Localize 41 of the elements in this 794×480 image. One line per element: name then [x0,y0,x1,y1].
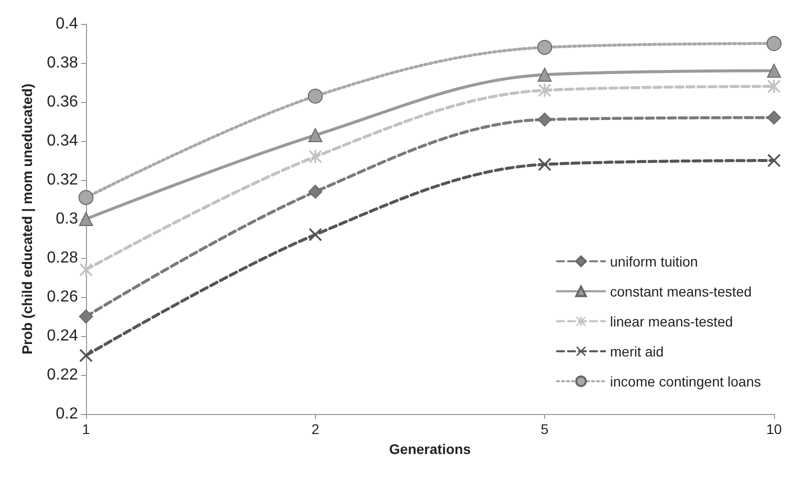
point [538,112,552,127]
y-tick-label: 0.38 [46,54,78,72]
point [768,80,780,93]
y-tick-label: 0.2 [56,406,78,422]
point [308,150,322,164]
legend-label: income contingent loans [610,373,762,390]
y-tick-label: 0.36 [46,94,78,110]
point [537,40,552,55]
legend-label: linear means-tested [610,313,733,330]
point [538,68,552,82]
x-axis-title: Generations [389,441,472,457]
y-tick-label: 0.26 [46,288,78,306]
x-tick-label: 10 [766,421,782,437]
point [308,128,322,142]
y-tick-label: 0.24 [46,328,78,344]
y-tick-label: 0.32 [46,172,78,188]
legend-label: constant means-tested [610,283,752,300]
y-tick-label: 0.4 [56,16,78,32]
point [80,263,92,276]
y-tick-label: 0.34 [46,132,78,150]
y-axis-title: Prob (child educated | mom uneducated) [19,84,36,354]
x-tick-label: 2 [311,421,320,437]
point [78,190,94,206]
point [79,212,93,226]
x-tick-label: 5 [540,421,549,437]
legend-label: uniform tuition [610,253,698,270]
point [79,310,93,324]
y-tick-label: 0.22 [46,366,78,384]
y-tick-label: 0.28 [46,250,78,266]
point [768,154,780,167]
x-tick-label: 1 [82,421,90,437]
point [80,349,92,362]
point [767,110,781,125]
point [538,158,552,171]
point [766,36,782,51]
point [767,64,781,78]
point [308,228,322,242]
point [308,184,322,199]
point [308,88,323,104]
y-tick-label: 0.3 [56,210,78,228]
legend-label: merit aid [610,343,664,360]
